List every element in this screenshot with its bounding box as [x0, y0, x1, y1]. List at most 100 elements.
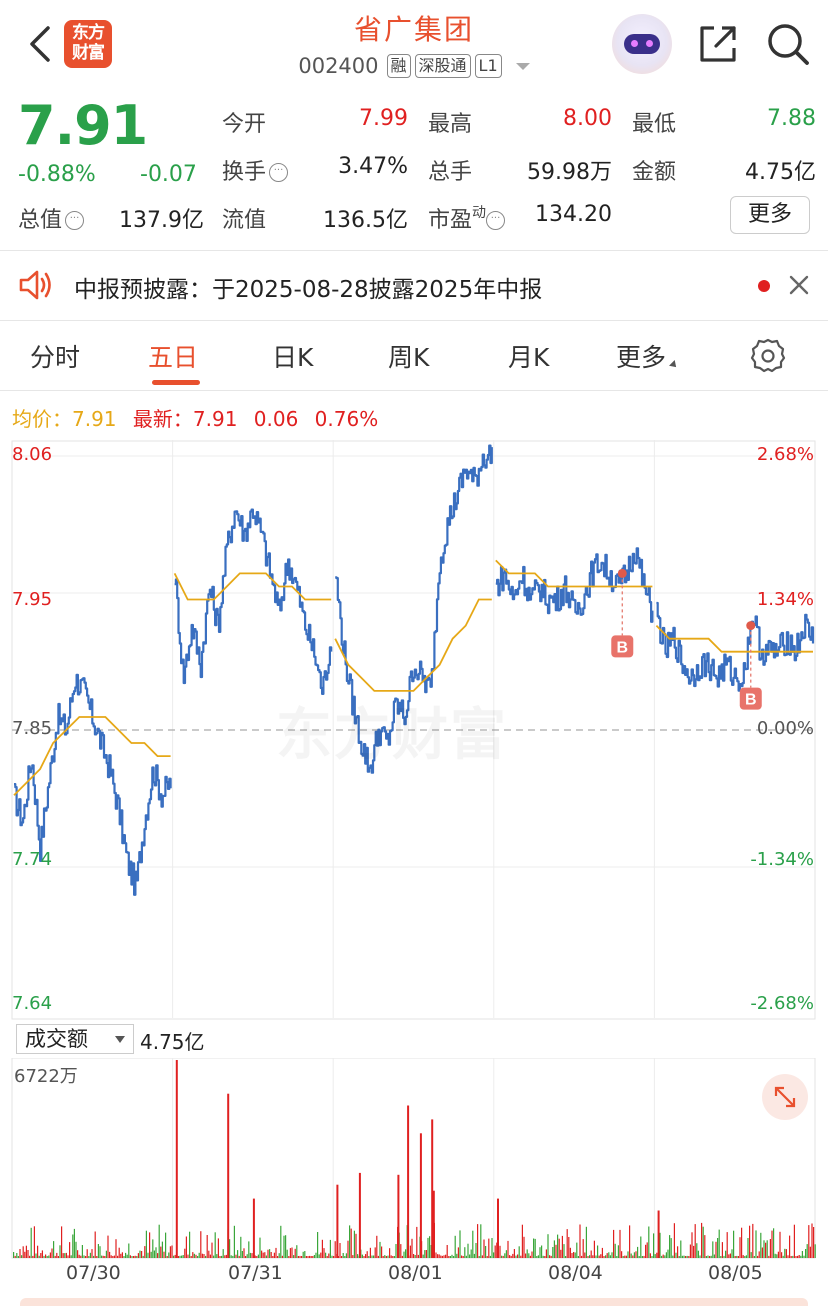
y-tick-left-2: 7.85: [12, 718, 53, 739]
tab-five-day[interactable]: 五日: [148, 343, 199, 372]
info-icon[interactable]: ···: [65, 211, 85, 230]
volume-bar: [440, 1255, 442, 1258]
tab-weekly-k[interactable]: 周K: [388, 343, 430, 372]
volume-bar: [278, 1253, 280, 1258]
volume-spike-2: [252, 1198, 255, 1258]
volume-bar: [523, 1236, 525, 1258]
volume-bar: [422, 1254, 424, 1258]
mktcap-label: 总值: [18, 208, 63, 233]
volume-bar: [51, 1248, 53, 1258]
volume-bar: [741, 1227, 743, 1258]
volume-bar: [275, 1247, 277, 1258]
volume-bar: [69, 1242, 71, 1258]
volume-bar: [285, 1235, 287, 1258]
volume-bar: [312, 1256, 314, 1258]
five-day-chart[interactable]: BB: [0, 440, 828, 1020]
volume-bar: [288, 1256, 290, 1258]
volume-bar: [38, 1255, 40, 1258]
chevron-down-icon[interactable]: [515, 62, 530, 70]
volume-bar: [48, 1255, 50, 1258]
volume-bar: [585, 1226, 587, 1258]
volume-bar: [429, 1236, 431, 1258]
volume-bar: [712, 1241, 714, 1258]
volume-bar: [193, 1253, 195, 1258]
volume-bar: [731, 1249, 733, 1258]
avg-value: 7.91: [72, 407, 117, 431]
tab-daily-k[interactable]: 日K: [272, 343, 314, 372]
more-quote-button[interactable]: 更多: [730, 196, 810, 234]
tag-margin: 融: [386, 54, 411, 78]
volume-bar: [145, 1230, 147, 1258]
tab-intraday[interactable]: 分时: [30, 343, 81, 372]
volume-bar: [515, 1255, 517, 1258]
bottom-bar: [20, 1298, 808, 1306]
search-icon[interactable]: [764, 20, 812, 68]
volume-bar: [512, 1253, 514, 1258]
tab-more-label: 更多: [616, 343, 667, 372]
volume-bar: [118, 1247, 120, 1258]
volume-bar: [273, 1252, 275, 1258]
volume-bar: [621, 1251, 623, 1258]
y-tick-left-3: 7.74: [12, 849, 53, 870]
volume-bar: [477, 1224, 479, 1258]
divider: [0, 250, 828, 251]
volume-bar: [136, 1256, 138, 1258]
volume-bar: [22, 1246, 24, 1258]
volume-bar: [737, 1256, 739, 1258]
volume-bar: [611, 1252, 613, 1258]
gear-icon[interactable]: [750, 338, 786, 374]
volume-bar: [261, 1250, 263, 1258]
notice-bar[interactable]: 中报预披露：于2025-08-28披露2025年中报: [0, 252, 828, 320]
volume-bar: [486, 1256, 488, 1258]
volume-bar: [806, 1244, 808, 1258]
volume-bar: [369, 1247, 371, 1258]
volume-bar: [761, 1247, 763, 1258]
volume-bar: [208, 1250, 210, 1258]
volume-metric-select[interactable]: 成交额: [16, 1024, 134, 1054]
volume-bar: [651, 1256, 653, 1258]
y-tick-right-0: 2.68%: [756, 444, 814, 465]
info-icon[interactable]: ···: [486, 211, 506, 230]
volume-bar: [478, 1256, 480, 1258]
close-icon[interactable]: [786, 272, 812, 298]
volume-bar: [45, 1254, 47, 1258]
y-tick-right-2: 0.00%: [756, 718, 814, 739]
back-icon[interactable]: [22, 22, 62, 66]
info-icon[interactable]: ···: [269, 163, 289, 182]
share-icon[interactable]: [696, 22, 740, 66]
volume-bar: [333, 1256, 335, 1258]
tab-monthly-k[interactable]: 月K: [508, 343, 550, 372]
volume-bar: [443, 1255, 445, 1258]
volume-bar: [323, 1248, 325, 1258]
volume-frame: [11, 1058, 816, 1259]
volume-bar: [368, 1256, 370, 1258]
volume-bar: [509, 1255, 511, 1258]
volume-bar: [483, 1239, 485, 1258]
volume-bar: [774, 1253, 776, 1258]
volume-bar: [480, 1224, 482, 1258]
volume-bar: [315, 1252, 317, 1258]
volume-bar: [446, 1245, 448, 1258]
volume-bar: [597, 1245, 599, 1258]
volume-bar: [246, 1254, 248, 1258]
volume-chart[interactable]: [0, 1058, 828, 1260]
volume-bar: [353, 1230, 355, 1258]
volume-bar: [110, 1255, 112, 1258]
tab-more[interactable]: 更多: [616, 338, 679, 374]
volume-bar: [310, 1256, 312, 1258]
volume-bar: [294, 1248, 296, 1258]
volume-bar: [413, 1254, 415, 1258]
volume-bar: [134, 1255, 136, 1258]
avg-label: 均价：: [12, 407, 72, 431]
volume-bar: [29, 1255, 31, 1258]
volume-bar: [425, 1250, 427, 1258]
volume-bar: [21, 1255, 23, 1258]
volume-bar: [701, 1222, 703, 1258]
volume-bar: [550, 1255, 552, 1258]
mktcap-label-group: 总值 ···: [18, 202, 85, 234]
volume-bar: [728, 1254, 730, 1258]
volume-bar: [797, 1255, 799, 1258]
volume-bar: [685, 1256, 687, 1258]
expand-icon[interactable]: [762, 1074, 808, 1120]
robot-assistant-icon[interactable]: [612, 14, 672, 74]
